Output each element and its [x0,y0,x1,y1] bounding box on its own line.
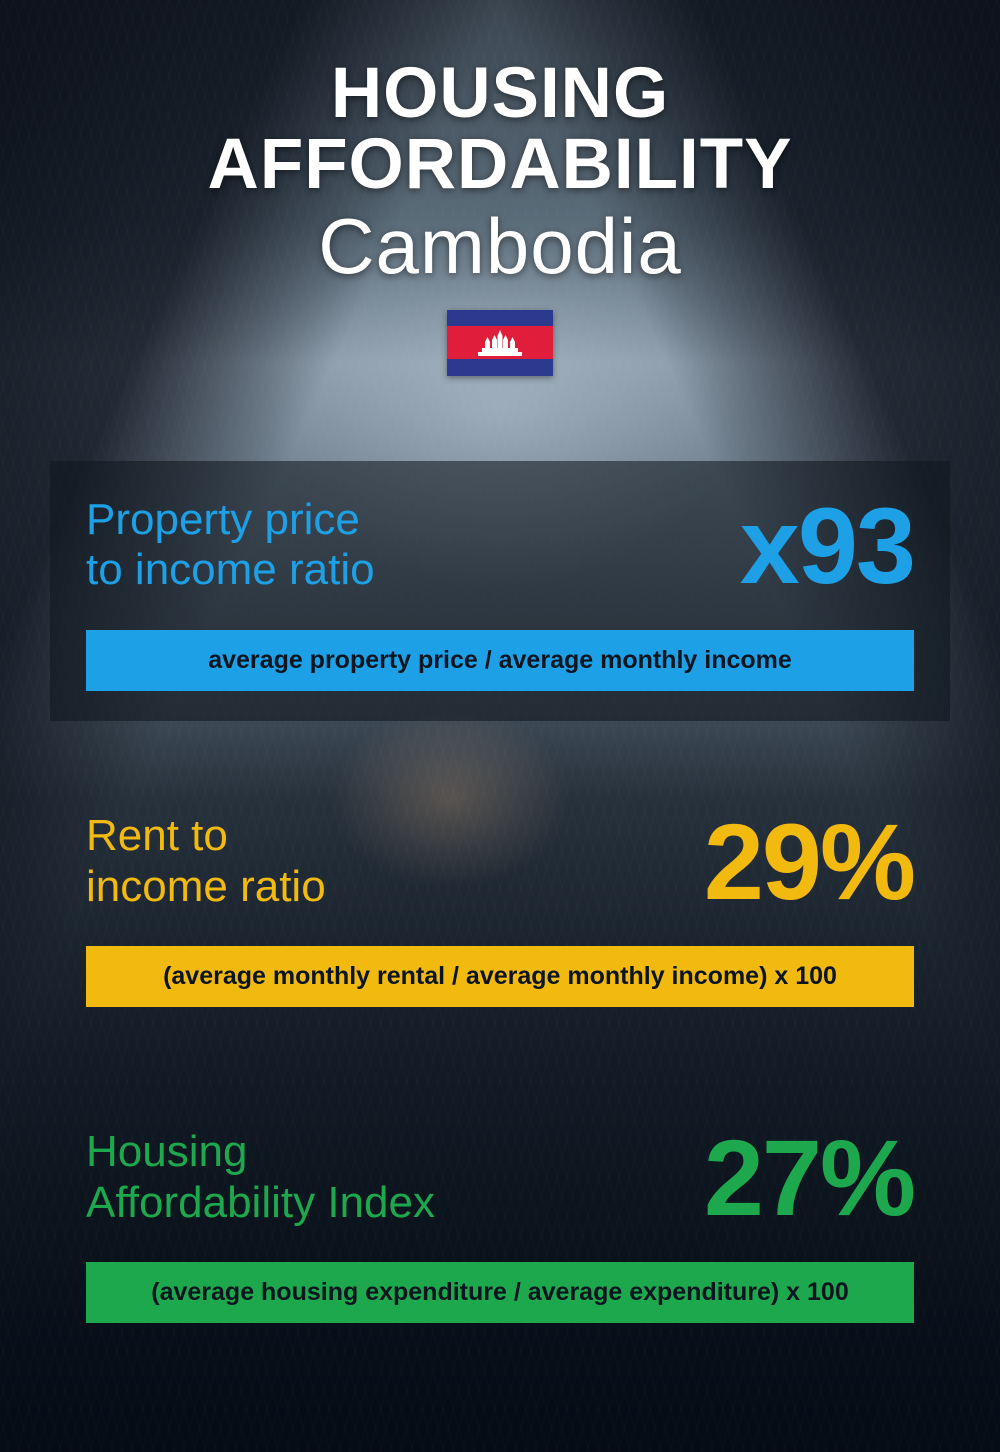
metric-card-property-price: Property price to income ratio x93 avera… [50,461,950,721]
stat-label-line2: to income ratio [86,545,375,594]
stat-label-line1: Rent to [86,811,228,860]
metric-card-rent: Rent to income ratio 29% (average monthl… [50,777,950,1037]
angkor-wat-icon [476,330,524,356]
cambodia-flag-icon [447,310,553,376]
stat-value: 29% [704,813,914,910]
stat-label: Property price to income ratio [86,495,375,596]
main-title: HOUSING AFFORDABILITY [50,58,950,200]
stat-label-line1: Property price [86,495,360,544]
stat-row: Rent to income ratio 29% [86,811,914,912]
infographic-content: HOUSING AFFORDABILITY Cambodia [0,0,1000,1452]
stat-label-line2: income ratio [86,862,326,911]
stat-value: x93 [740,497,914,594]
metric-card-affordability-index: Housing Affordability Index 27% (average… [50,1093,950,1353]
stat-row: Property price to income ratio x93 [86,495,914,596]
stat-label: Rent to income ratio [86,811,326,912]
stat-row: Housing Affordability Index 27% [86,1127,914,1228]
subtitle: Cambodia [50,206,950,288]
stat-label-line1: Housing [86,1127,247,1176]
formula-strip: (average monthly rental / average monthl… [86,946,914,1007]
stat-label: Housing Affordability Index [86,1127,435,1228]
flag-container [50,310,950,381]
stat-value: 27% [704,1129,914,1226]
formula-strip: (average housing expenditure / average e… [86,1262,914,1323]
formula-strip: average property price / average monthly… [86,630,914,691]
stat-label-line2: Affordability Index [86,1178,435,1227]
